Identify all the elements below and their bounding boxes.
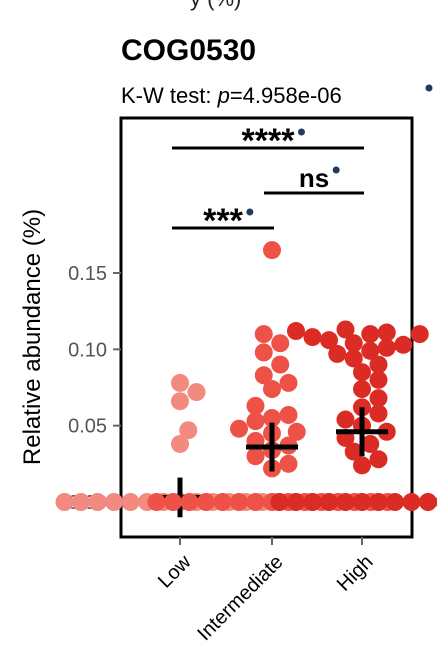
data-point (353, 380, 371, 399)
significance-dot (246, 208, 254, 216)
data-point (361, 434, 380, 453)
data-point (270, 493, 289, 511)
data-point (254, 343, 273, 362)
subtitle-dot (425, 84, 433, 92)
data-point (187, 383, 206, 402)
subtitle-p: p (217, 83, 230, 108)
data-point (171, 434, 189, 453)
data-point (353, 493, 371, 511)
data-point (377, 323, 396, 342)
data-point (72, 493, 90, 511)
data-point (271, 355, 290, 374)
data-point (287, 322, 305, 341)
data-point (147, 493, 166, 511)
data-point (377, 338, 396, 357)
data-point (279, 373, 298, 392)
significance-dot (297, 128, 305, 136)
significance-dot (332, 166, 340, 174)
data-point (254, 325, 273, 344)
data-point (344, 334, 363, 353)
data-point (246, 396, 265, 415)
data-point (320, 493, 338, 511)
data-point (336, 493, 355, 511)
x-tick-label: Intermediate (193, 551, 287, 645)
data-point (180, 493, 199, 511)
data-point (369, 355, 388, 374)
data-point (369, 370, 388, 389)
data-point (344, 442, 363, 461)
data-point (230, 493, 248, 511)
data-point (171, 373, 189, 392)
data-point (271, 334, 290, 353)
data-point (279, 405, 298, 424)
data-point (328, 344, 347, 363)
y-tick-label: 0.10 (68, 339, 107, 361)
data-point (230, 419, 248, 438)
significance-label: ns (299, 163, 329, 193)
data-point (197, 493, 215, 511)
data-point (320, 331, 338, 350)
data-point (171, 392, 189, 411)
data-point (279, 454, 298, 473)
data-point (263, 409, 281, 428)
data-point (369, 389, 388, 408)
data-point (88, 493, 107, 511)
x-tick-label: Low (154, 551, 196, 593)
subtitle-prefix: K-W test: (121, 83, 218, 108)
data-point (344, 349, 363, 368)
data-point (213, 493, 232, 511)
data-point (246, 447, 265, 466)
data-point (386, 493, 404, 511)
data-point (105, 493, 123, 511)
data-point (246, 493, 265, 511)
data-point (336, 410, 355, 429)
data-point (179, 421, 198, 440)
significance-label: *** (203, 202, 243, 240)
significance-label: **** (242, 122, 296, 160)
data-point (55, 493, 74, 511)
plot-frame (119, 116, 414, 539)
chart-subtitle: K-W test: p=4.958e-06 (121, 83, 342, 108)
data-point (361, 325, 380, 344)
data-point (369, 493, 388, 511)
data-point (246, 412, 265, 431)
data-point (336, 320, 355, 339)
data-point (394, 335, 413, 354)
data-point (419, 493, 437, 511)
data-point (303, 328, 322, 347)
plot-area: 0.000.050.100.15LowIntermediateHigh***ns… (55, 116, 437, 645)
data-point (361, 341, 380, 360)
y-tick-label: 0.05 (68, 416, 107, 438)
y-tick-label: 0.15 (68, 263, 107, 285)
data-point (287, 493, 305, 511)
data-point (369, 450, 388, 469)
data-point (353, 456, 371, 475)
data-point (263, 241, 281, 260)
data-point (402, 493, 421, 511)
data-point (263, 380, 281, 399)
data-point (303, 493, 322, 511)
data-point (121, 493, 140, 511)
y-axis-label: Relative abundance (%) (19, 209, 46, 465)
data-point (164, 493, 182, 511)
subtitle-value: =4.958e-06 (230, 83, 342, 108)
data-point (369, 404, 388, 423)
data-point (254, 366, 273, 385)
data-point (353, 363, 371, 382)
data-point (410, 325, 429, 344)
data-point (287, 422, 306, 441)
x-tick-label: High (333, 551, 378, 596)
chart-title: COG0530 (121, 34, 256, 67)
cropped-top-text: y (%) (190, 0, 241, 12)
